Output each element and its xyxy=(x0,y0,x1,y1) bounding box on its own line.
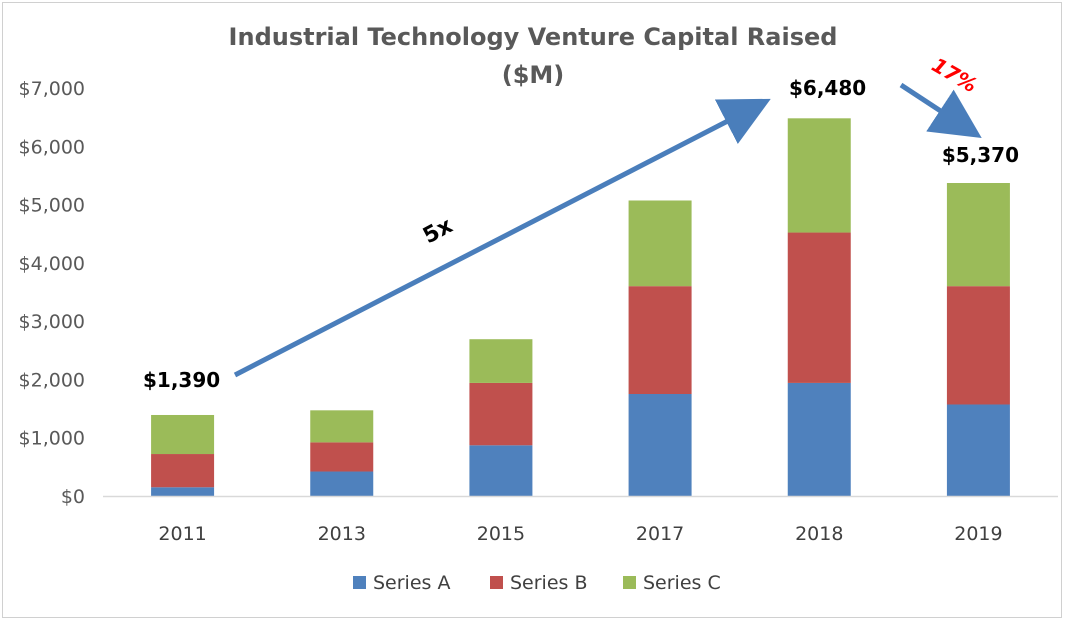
bar-series-a-2019 xyxy=(946,404,1010,496)
bar-series-a-2018 xyxy=(787,382,851,496)
x-tick-label: 2019 xyxy=(954,523,1002,545)
bar-series-c-2013 xyxy=(310,410,374,443)
total-label-2011: $1,390 xyxy=(143,368,220,392)
legend-label-series-b: Series B xyxy=(510,572,588,594)
chart-subtitle: ($M) xyxy=(502,61,565,89)
y-tick-label: $5,000 xyxy=(19,195,85,217)
decline-label: 17% xyxy=(928,53,981,98)
bar-series-c-2018 xyxy=(787,118,851,233)
legend-swatch-series-a xyxy=(353,576,366,589)
bar-series-b-2018 xyxy=(787,232,851,383)
y-tick-label: $6,000 xyxy=(19,136,85,158)
y-tick-label: $2,000 xyxy=(19,369,85,391)
growth-label: 5x xyxy=(419,213,457,249)
bar-series-b-2017 xyxy=(628,286,692,394)
legend: Series A Series B Series C xyxy=(353,572,721,594)
x-tick-label: 2013 xyxy=(318,523,366,545)
chart-title: Industrial Technology Venture Capital Ra… xyxy=(229,23,838,51)
bar-series-a-2013 xyxy=(310,471,374,496)
legend-label-series-a: Series A xyxy=(373,572,450,594)
y-tick-label: $1,000 xyxy=(19,428,85,450)
bar-series-b-2019 xyxy=(946,286,1010,405)
bar-series-b-2011 xyxy=(151,454,215,488)
x-tick-label: 2011 xyxy=(158,523,206,545)
x-tick-label: 2017 xyxy=(636,523,684,545)
y-tick-label: $4,000 xyxy=(19,253,85,275)
y-axis: $0 $1,000 $2,000 $3,000 $4,000 $5,000 $6,000 $7… xyxy=(19,78,85,508)
bar-series-a-2015 xyxy=(469,445,533,496)
legend-swatch-series-c xyxy=(623,576,636,589)
x-tick-label: 2018 xyxy=(795,523,843,545)
bar-series-c-2011 xyxy=(151,414,215,455)
x-axis: 2011 2013 2015 2017 2018 2019 xyxy=(103,495,1058,545)
decline-arrow xyxy=(899,82,982,138)
bar-series-c-2015 xyxy=(469,339,533,383)
legend-swatch-series-b xyxy=(490,576,503,589)
chart-svg: Industrial Technology Venture Capital Ra… xyxy=(19,23,1058,594)
y-tick-label: $7,000 xyxy=(19,78,85,100)
bar-series-a-2017 xyxy=(628,394,692,496)
y-tick-label: $0 xyxy=(61,486,85,508)
bar-series-a-2011 xyxy=(151,487,215,496)
y-tick-label: $3,000 xyxy=(19,311,85,333)
bar-series-c-2017 xyxy=(628,200,692,287)
annotations-group: $1,390 $6,480 $5,370 5x 17% xyxy=(143,53,1019,392)
bars-group xyxy=(151,118,1010,496)
growth-arrow xyxy=(233,98,771,378)
bar-series-b-2015 xyxy=(469,382,533,446)
bar-series-b-2013 xyxy=(310,442,374,472)
total-label-2018: $6,480 xyxy=(789,76,866,100)
legend-label-series-c: Series C xyxy=(643,572,721,594)
bar-series-c-2019 xyxy=(946,183,1010,287)
x-tick-label: 2015 xyxy=(477,523,525,545)
total-label-2019: $5,370 xyxy=(942,143,1019,167)
